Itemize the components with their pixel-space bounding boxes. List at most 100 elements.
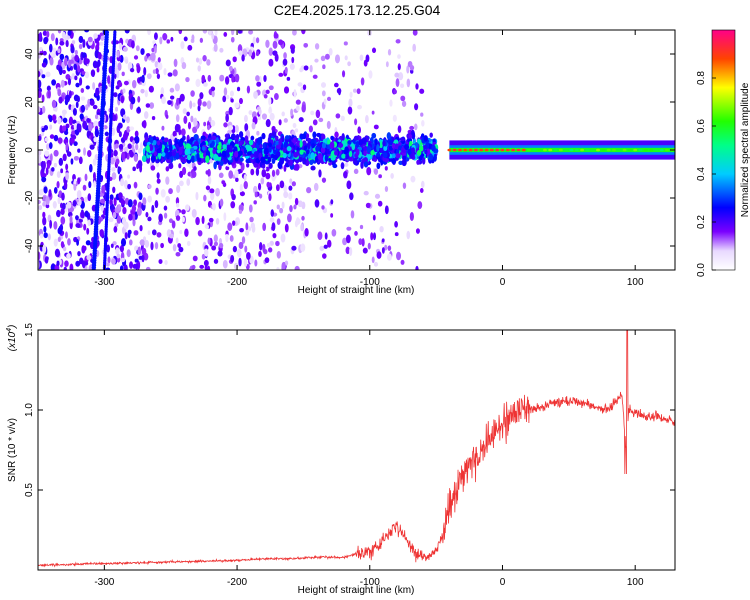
spectrogram-cell <box>178 246 184 253</box>
spectrogram-cell <box>139 76 145 82</box>
snr-x-tick-label: 100 <box>627 577 644 588</box>
spectrogram-cell <box>415 83 419 90</box>
spectrogram-cell <box>347 106 353 115</box>
spectrogram-cell <box>118 131 122 138</box>
snr-y-label: SNR (10 * v/v) <box>7 418 18 482</box>
spectrogram-cell <box>143 120 147 129</box>
spectrogram-cell <box>116 69 120 79</box>
colorbar-frame <box>711 29 736 271</box>
spectrogram-cell <box>313 182 319 192</box>
spectrogram-cell <box>192 102 196 108</box>
spectrogram-cell <box>318 117 324 123</box>
spectrogram-cell <box>306 137 312 142</box>
spectrogram-cell <box>147 30 151 36</box>
spectrogram-cell <box>270 209 275 217</box>
spectrogram-cell <box>197 65 201 72</box>
spectrogram-cell <box>225 76 230 85</box>
spectrogram-cell <box>129 261 134 269</box>
spectrogram-cell <box>49 219 53 229</box>
spectrogram-cell <box>354 118 358 126</box>
spectrogram-cell <box>199 92 204 100</box>
spectrogram-cell <box>191 34 195 41</box>
spectrogram-cell <box>210 120 216 127</box>
spectrogram-cell <box>166 152 170 160</box>
spectrogram-cell <box>396 251 402 261</box>
spectrogram-cell <box>261 113 268 120</box>
spectrogram-cell <box>87 98 91 107</box>
spectrogram-cell <box>116 50 120 58</box>
spectrogram-cell <box>272 40 278 49</box>
spectrogram-cell <box>347 140 352 145</box>
spectrogram-cell <box>83 245 87 251</box>
spectrogram-cell <box>382 140 386 147</box>
spectrogram-cell <box>359 224 364 230</box>
spectrogram-cell <box>113 226 118 233</box>
spectrogram-cell <box>65 142 69 151</box>
spectrogram-cell <box>123 221 129 230</box>
spectrogram-cell <box>215 137 219 145</box>
spectrogram-cell <box>51 79 57 86</box>
spectrogram-cell <box>163 212 168 219</box>
snr-multiplier-exp: 4 <box>6 328 13 332</box>
spectrogram-cell <box>107 256 111 264</box>
spectrogram-cell <box>406 230 411 240</box>
colorbar-tick-label: 0.8 <box>696 71 707 85</box>
spectrogram-cell <box>177 243 182 248</box>
spectrogram-cell <box>590 148 595 152</box>
spectrogram-cell <box>170 36 174 42</box>
spectrogram-cell <box>208 30 212 36</box>
spectrogram-cell <box>412 43 417 52</box>
spectrogram-cell <box>45 71 51 78</box>
spectrogram-cell <box>112 186 116 194</box>
spectrogram-cell <box>345 246 350 255</box>
spectrogram-cell <box>84 71 90 79</box>
spectrogram-cell <box>80 104 86 113</box>
spectrogram-cell <box>200 135 206 141</box>
spectrogram-cell <box>283 86 290 94</box>
spectrogram-cell <box>108 217 114 223</box>
spectrogram-cell <box>64 94 71 103</box>
spectrogram-cell <box>116 253 121 259</box>
spectrogram-cell <box>145 266 151 270</box>
spectrogram-cell <box>122 132 128 141</box>
spectrogram-cell <box>340 115 345 122</box>
spectrogram-cell <box>72 108 77 116</box>
spectrogram-cell <box>213 241 219 247</box>
spectrogram-cell <box>521 148 526 152</box>
spectrogram-cell <box>172 130 177 137</box>
spectrogram-cell <box>143 67 147 76</box>
spectrogram-cell <box>234 150 239 158</box>
spectrogram-cell <box>281 261 286 270</box>
spectrogram-cell <box>371 110 375 115</box>
spectrogram-cell <box>61 31 66 39</box>
spectrogram-cell <box>376 144 380 152</box>
spectrogram-cell <box>178 147 183 155</box>
spectrogram-cell <box>489 148 494 152</box>
spectrogram-cell <box>115 106 119 112</box>
spectrogram-cell <box>110 152 114 159</box>
spectrogram-cell <box>305 133 310 139</box>
spectrogram-cell <box>301 215 305 221</box>
spectrogram-marks <box>38 30 675 270</box>
spectrogram-cell <box>265 89 270 95</box>
spectrogram-cell <box>241 236 246 244</box>
spectrogram-cell <box>74 54 79 62</box>
spectrogram-cell <box>84 58 90 65</box>
spectrogram-cell <box>334 150 339 156</box>
spectrogram-cell <box>458 148 463 152</box>
spectrogram-cell <box>48 189 52 197</box>
spectrogram-cell <box>167 100 172 105</box>
spectrogram-cell <box>181 61 187 70</box>
spectrogram-cell <box>81 52 87 58</box>
spectrogram-cell <box>394 72 400 78</box>
spectrogram-cell <box>353 168 359 175</box>
spectrogram-cell <box>126 126 131 133</box>
spectrogram-cell <box>49 153 53 162</box>
spectrogram-cell <box>419 188 424 194</box>
spectrogram-cell <box>316 132 322 138</box>
spectrogram-cell <box>45 196 50 206</box>
spectrogram-cell <box>168 188 173 195</box>
spectrogram-cell <box>90 69 96 77</box>
spectrogram-cell <box>282 58 288 66</box>
spectrogram-cell <box>410 153 414 159</box>
